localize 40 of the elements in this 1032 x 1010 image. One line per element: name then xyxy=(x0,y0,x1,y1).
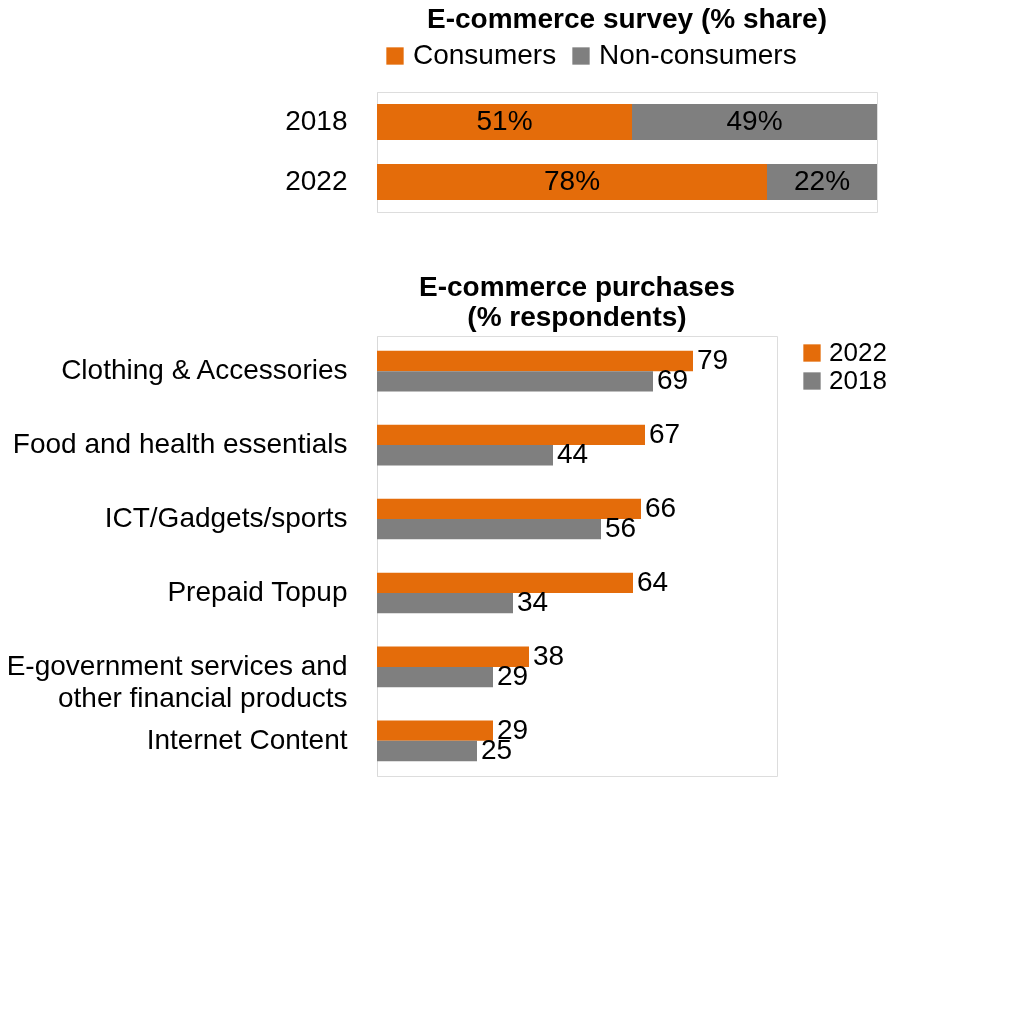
data-label: 56 xyxy=(605,512,637,544)
legend-label: 2018 xyxy=(829,365,887,395)
bar xyxy=(377,519,601,540)
chart-title: E-commerce purchases (% respondents) xyxy=(419,271,735,332)
bar xyxy=(377,498,641,520)
legend-label: Consumers xyxy=(413,39,557,70)
y-tick-label: Internet Content xyxy=(146,723,348,755)
bar xyxy=(377,720,493,741)
y-tick-label: Food and health essentials xyxy=(12,428,348,460)
y-tick-label: Prepaid Topup xyxy=(167,575,348,607)
bar xyxy=(377,646,529,667)
y-tick-label: ICT/Gadgets/sports xyxy=(104,502,348,534)
bar xyxy=(377,740,477,762)
data-label: 66 xyxy=(645,491,677,523)
data-label: 49% xyxy=(726,105,783,136)
data-label: 78% xyxy=(543,165,601,196)
legend-label: 2022 xyxy=(829,337,887,367)
y-tick-label: 2022 xyxy=(285,165,348,196)
data-label: 79 xyxy=(697,343,729,375)
data-label: 44 xyxy=(557,438,589,470)
data-label: 64 xyxy=(637,565,669,597)
legend-label: Non-consumers xyxy=(599,39,797,70)
data-label: 38 xyxy=(533,639,565,671)
bar xyxy=(377,666,493,688)
bar xyxy=(377,572,633,593)
bar xyxy=(377,424,645,446)
y-tick-label: Clothing & Accessories xyxy=(61,354,348,386)
bar xyxy=(377,445,553,466)
data-label: 67 xyxy=(649,417,681,449)
chart-title: E-commerce survey (% share) xyxy=(427,3,827,34)
y-tick-label: E-government services and other financial products xyxy=(6,649,348,713)
data-label: 29 xyxy=(497,660,529,692)
data-label: 22% xyxy=(793,165,851,196)
data-label: 34 xyxy=(517,586,549,618)
bar xyxy=(377,592,513,614)
y-tick-label: 2018 xyxy=(285,105,348,136)
bar xyxy=(377,350,693,372)
data-label: 51% xyxy=(476,105,533,136)
bar xyxy=(377,371,653,392)
data-label: 69 xyxy=(657,364,689,396)
